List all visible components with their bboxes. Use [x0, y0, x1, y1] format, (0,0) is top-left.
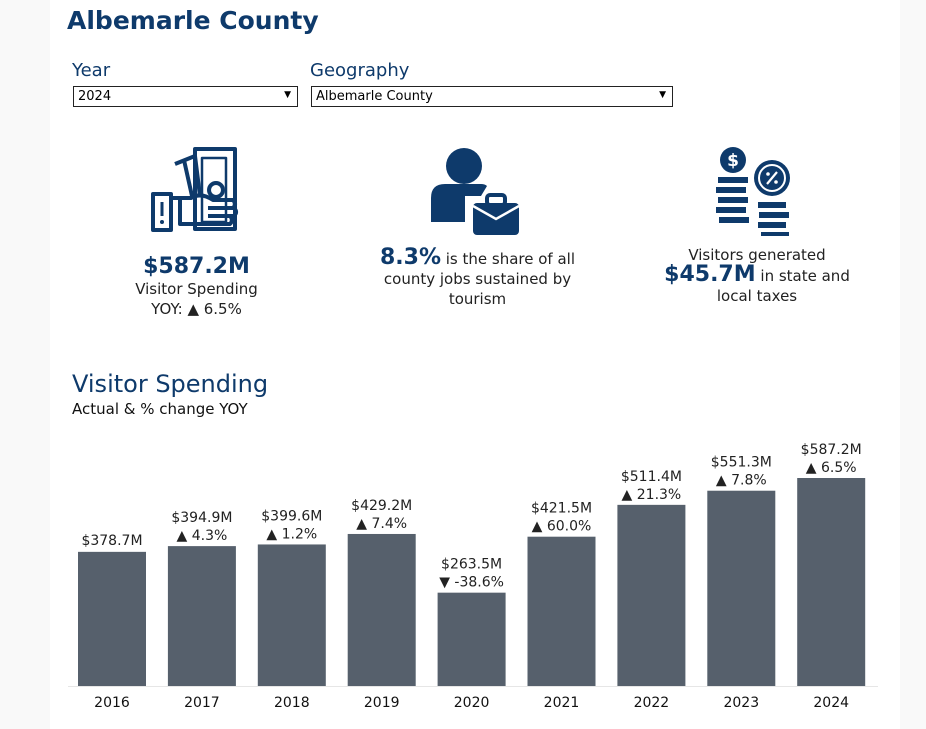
x-tick-label: 2022: [634, 695, 670, 711]
chevron-down-icon: ▼: [659, 90, 666, 100]
page-title: Albemarle County: [67, 6, 319, 35]
bar-value-label: $551.3M: [711, 455, 772, 471]
kpi-visitor-spending: $587.2M Visitor Spending YOY: ▲ 6.5%: [100, 254, 293, 319]
bar-change-label: ▲ 7.4%: [356, 516, 407, 532]
x-tick-label: 2017: [184, 695, 220, 711]
bar-2024[interactable]: [797, 478, 866, 686]
bar-value-label: $378.7M: [81, 533, 142, 549]
money-hand-icon: [151, 147, 238, 232]
bar-value-label: $399.6M: [261, 508, 322, 524]
bar-value-label: $263.5M: [441, 557, 502, 573]
bar-change-label: ▲ 6.5%: [806, 460, 857, 476]
bar-change-label: ▼ -38.6%: [439, 575, 504, 591]
bar-value-label: $511.4M: [621, 469, 682, 485]
chevron-down-icon: ▼: [284, 90, 291, 100]
kpi-taxes-text-2: in state and: [760, 267, 850, 285]
coins-tax-icon: $: [716, 147, 790, 236]
bar-value-label: $587.2M: [801, 442, 862, 458]
bar-2020[interactable]: [437, 592, 506, 686]
x-tick-label: 2019: [364, 695, 400, 711]
kpi-spending-label: Visitor Spending: [135, 280, 258, 298]
year-select[interactable]: 2024 ▼: [73, 86, 298, 107]
bar-2018[interactable]: [257, 544, 326, 686]
bar-2016[interactable]: [78, 551, 146, 686]
kpi-jobs-text-3: tourism: [448, 290, 507, 308]
bar-value-label: $429.2M: [351, 498, 412, 514]
bar-change-label: ▲ 21.3%: [622, 487, 682, 503]
kpi-jobs-text-1: is the share of all: [445, 250, 576, 268]
chart-title: Visitor Spending: [72, 370, 269, 398]
x-tick-label: 2018: [274, 695, 310, 711]
x-tick-label: 2024: [813, 695, 849, 711]
bar-change-label: ▲ 7.8%: [716, 473, 767, 489]
chart-subtitle: Actual & % change YOY: [72, 400, 248, 418]
bar-2021[interactable]: [527, 536, 596, 686]
bar-value-label: $394.9M: [171, 510, 232, 526]
kpi-jobs-text-2: county jobs sustained by: [383, 270, 572, 288]
bar-2023[interactable]: [707, 490, 776, 686]
bar-change-label: ▲ 1.2%: [266, 526, 317, 542]
geography-select-value: Albemarle County: [316, 89, 433, 104]
kpi-spending-value: $587.2M: [143, 254, 250, 279]
bar-value-label: $421.5M: [531, 501, 592, 517]
kpi-taxes-text-1: Visitors generated: [688, 246, 826, 264]
bar-change-label: ▲ 4.3%: [177, 528, 228, 544]
year-select-value: 2024: [78, 89, 112, 104]
x-tick-label: 2020: [454, 695, 490, 711]
x-tick-label: 2016: [94, 695, 130, 711]
bar-2017[interactable]: [167, 546, 236, 686]
worker-briefcase-icon: [431, 148, 520, 235]
bar-2022[interactable]: [617, 504, 686, 686]
geography-filter-label: Geography: [310, 60, 410, 81]
kpi-taxes-text-3: local taxes: [716, 287, 798, 305]
kpi-jobs-value: 8.3%: [379, 245, 441, 270]
year-filter-label: Year: [72, 60, 111, 81]
kpi-taxes: Visitors generated $45.7M in state and l…: [635, 245, 879, 306]
visitor-spending-chart: $378.7M 2016 $394.9M ▲ 4.3% 2017 $399.6M ▲ 1.2…: [68, 442, 878, 711]
svg-text:$: $: [727, 151, 739, 171]
kpi-spending-yoy: YOY: ▲ 6.5%: [151, 300, 242, 318]
x-tick-label: 2021: [544, 695, 580, 711]
kpi-taxes-value: $45.7M: [664, 262, 756, 287]
kpi-jobs-share: 8.3% is the share of all county jobs sus…: [345, 245, 610, 309]
x-tick-label: 2023: [723, 695, 759, 711]
dashboard-page: Albemarle County Year 2024 ▼ Geography A…: [50, 0, 900, 729]
geography-select[interactable]: Albemarle County ▼: [311, 86, 673, 107]
bar-change-label: ▲ 60.0%: [532, 519, 592, 535]
bar-2019[interactable]: [347, 533, 416, 686]
